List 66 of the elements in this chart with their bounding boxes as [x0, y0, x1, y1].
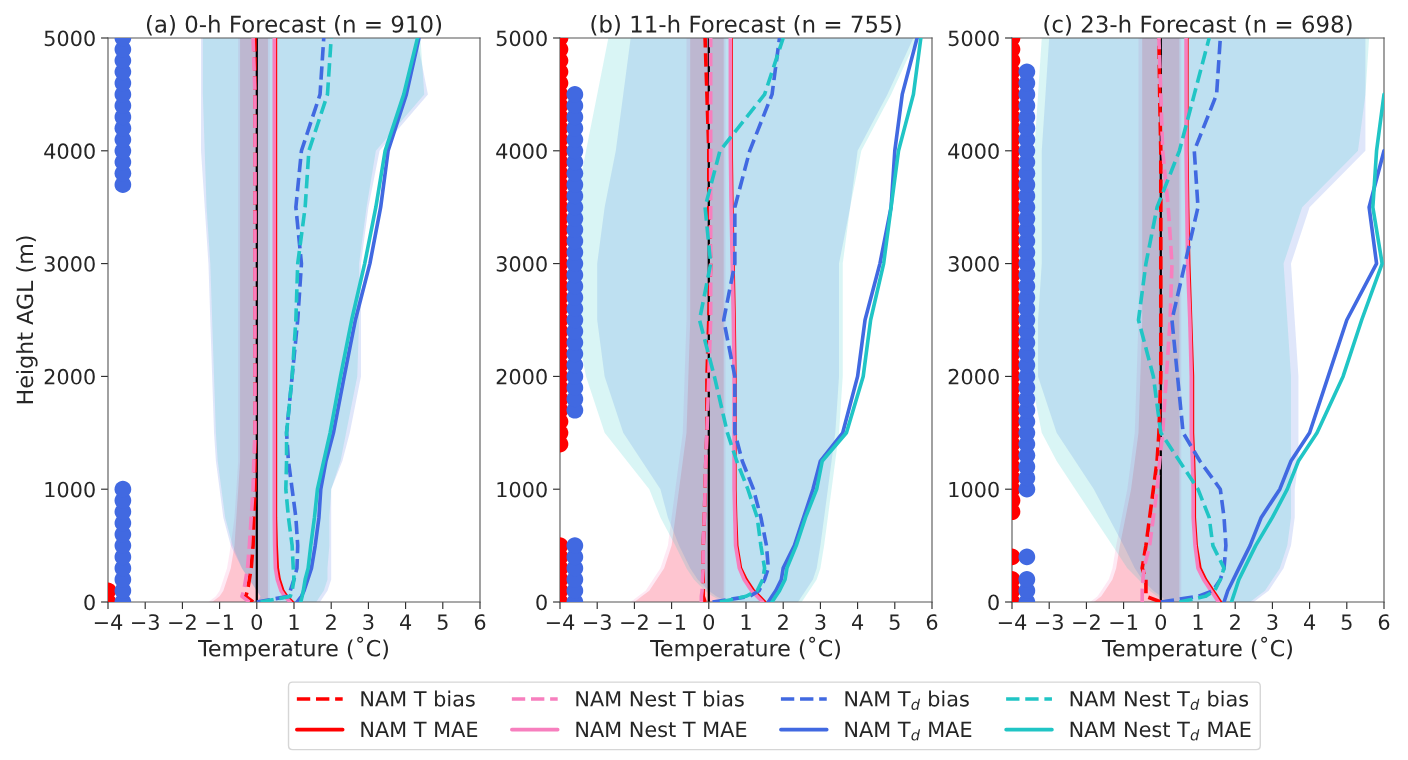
- y-tick-label: 1000: [497, 481, 547, 498]
- x-tick-label: 6: [474, 614, 486, 630]
- x-tick-label: −2: [621, 614, 648, 630]
- legend-label: NAM Nest T$_{d}$ MAE: [1070, 721, 1251, 741]
- chart-title: (a) 0-h Forecast (n = 910): [146, 15, 442, 36]
- x-tick-label: 0: [251, 614, 263, 630]
- x-tick-label: 0: [703, 614, 715, 630]
- legend-label: NAM T$_{d}$ MAE: [845, 721, 972, 741]
- y-tick-label: 1000: [949, 481, 999, 498]
- x-tick-label: 5: [889, 614, 900, 630]
- x-tick-label: −4: [998, 614, 1027, 630]
- x-tick-label: 1: [1193, 614, 1203, 630]
- legend-label: NAM T$_{d}$ bias: [845, 690, 969, 710]
- x-tick-label: −2: [1073, 614, 1100, 630]
- x-tick-label: 5: [437, 614, 448, 630]
- x-tick-label: 4: [851, 614, 864, 630]
- x-axis-title: Temperature (˚C): [650, 636, 840, 661]
- y-tick-label: 0: [536, 594, 547, 611]
- x-tick-label: 3: [815, 614, 826, 630]
- y-tick-label: 3000: [948, 256, 999, 272]
- x-tick-label: −3: [132, 614, 159, 630]
- x-axis-title: Temperature (˚C): [1102, 636, 1292, 661]
- y-tick-label: 2000: [948, 368, 999, 385]
- x-tick-label: 6: [1378, 614, 1390, 630]
- x-tick-label: 3: [1267, 614, 1278, 630]
- y-tick-label: 5000: [948, 30, 999, 47]
- x-tick-label: 5: [1341, 614, 1352, 630]
- x-tick-label: 1: [741, 614, 751, 630]
- y-tick-label: 2000: [496, 368, 547, 385]
- x-tick-label: −4: [94, 614, 123, 630]
- y-tick-label: 1000: [45, 481, 95, 498]
- x-tick-label: −2: [169, 614, 196, 630]
- legend-label: NAM Nest T$_{d}$ bias: [1070, 690, 1249, 710]
- legend-label: NAM Nest T bias: [576, 690, 744, 707]
- x-axis-title: Temperature (˚C): [198, 636, 388, 661]
- chart-title: (b) 11-h Forecast (n = 755): [591, 15, 901, 36]
- legend-label: NAM T bias: [361, 690, 475, 707]
- y-tick-label: 2000: [44, 368, 95, 385]
- legend-label: NAM Nest T MAE: [576, 721, 747, 738]
- x-tick-label: −4: [546, 614, 575, 630]
- y-tick-label: 0: [988, 594, 999, 611]
- x-tick-label: −1: [658, 614, 686, 630]
- legend-label: NAM T MAE: [361, 721, 478, 737]
- y-tick-label: 4000: [496, 143, 547, 160]
- y-tick-label: 5000: [496, 30, 547, 47]
- x-tick-label: −1: [1110, 614, 1138, 630]
- y-tick-label: 5000: [44, 30, 95, 47]
- y-tick-label: 0: [84, 594, 95, 611]
- x-tick-label: 4: [399, 614, 412, 630]
- x-tick-label: 6: [926, 614, 938, 630]
- x-tick-label: 2: [326, 614, 336, 630]
- x-tick-label: 2: [778, 614, 788, 630]
- x-tick-label: −1: [206, 614, 234, 630]
- y-tick-label: 3000: [44, 256, 95, 272]
- x-tick-label: −3: [584, 614, 611, 630]
- x-tick-label: 2: [1230, 614, 1240, 630]
- x-tick-label: 3: [363, 614, 374, 630]
- x-tick-label: 4: [1303, 614, 1316, 630]
- x-tick-label: 1: [289, 614, 299, 630]
- chart-title: (c) 23-h Forecast (n = 698): [1044, 15, 1352, 36]
- y-tick-label: 4000: [44, 143, 95, 160]
- x-tick-label: −3: [1036, 614, 1063, 630]
- y-tick-label: 4000: [948, 143, 999, 160]
- y-tick-label: 3000: [496, 256, 547, 272]
- y-axis-title: Height AGL (m): [16, 236, 38, 404]
- x-tick-label: 0: [1155, 614, 1167, 630]
